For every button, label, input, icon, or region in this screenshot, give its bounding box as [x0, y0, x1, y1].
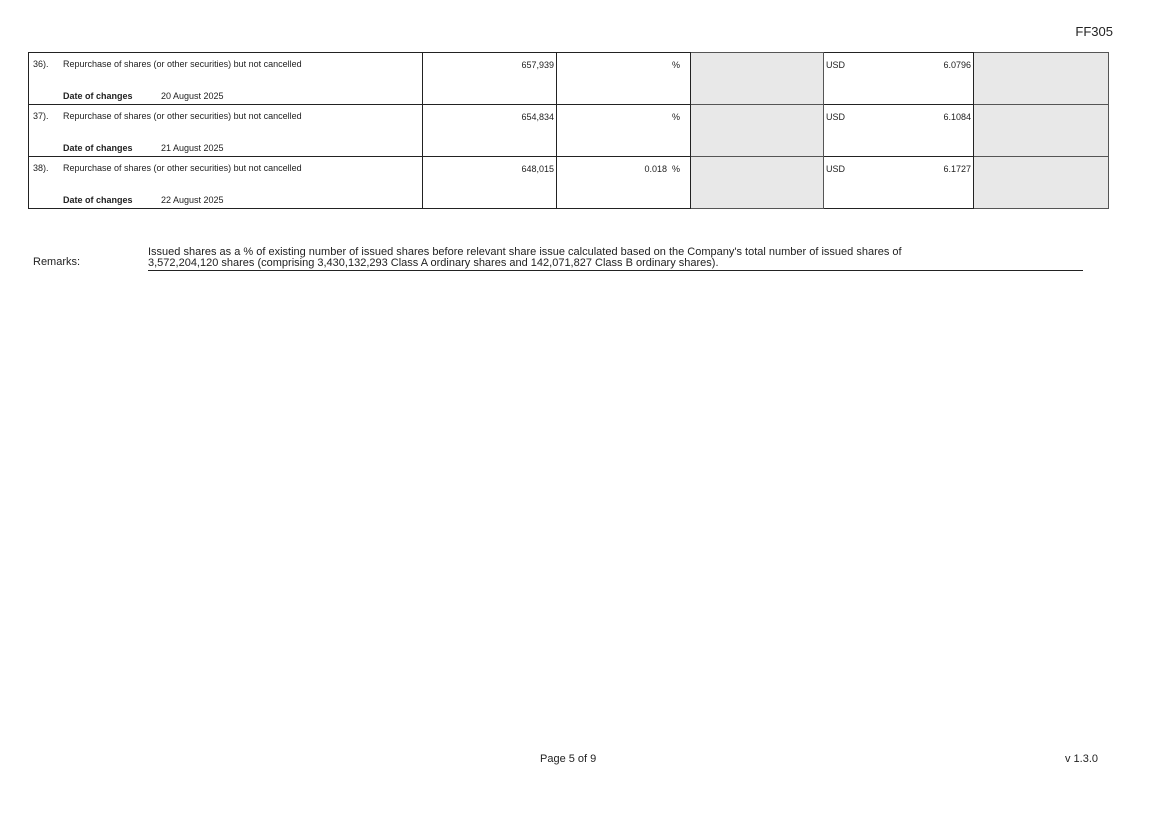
share-changes-table: 36). Repurchase of shares (or other secur…	[28, 52, 1109, 209]
price-cell: USD 6.1084	[823, 104, 974, 157]
shares-cell: 657,939	[422, 52, 557, 105]
price-value: 6.0796	[943, 60, 971, 70]
currency: USD	[826, 112, 846, 122]
row-description: Repurchase of shares (or other securitie…	[63, 111, 302, 121]
price-value: 6.1727	[943, 164, 971, 174]
row-number: 37).	[33, 111, 49, 121]
shares-value: 654,834	[521, 112, 554, 122]
percent-sign: %	[671, 164, 680, 174]
description-cell: 36). Repurchase of shares (or other secur…	[28, 52, 423, 105]
percent-cell: %	[556, 52, 691, 105]
remarks-text: Issued shares as a % of existing number …	[148, 247, 1083, 271]
remarks-line-1: Issued shares as a % of existing number …	[148, 246, 902, 258]
blank-cell	[690, 104, 824, 157]
date-label: Date of changes	[63, 195, 133, 205]
percent-sign: %	[671, 60, 680, 70]
description-cell: 37). Repurchase of shares (or other secur…	[28, 104, 423, 157]
description-cell: 38). Repurchase of shares (or other secur…	[28, 156, 423, 209]
row-description: Repurchase of shares (or other securitie…	[63, 59, 302, 69]
price-cell: USD 6.0796	[823, 52, 974, 105]
date-value: 21 August 2025	[161, 143, 224, 153]
currency: USD	[826, 164, 846, 174]
shares-cell: 654,834	[422, 104, 557, 157]
blank-cell	[973, 104, 1109, 157]
form-code: FF305	[1075, 24, 1113, 39]
table-row: 37). Repurchase of shares (or other secur…	[28, 104, 1109, 157]
price-value: 6.1084	[943, 112, 971, 122]
table-row: 36). Repurchase of shares (or other secur…	[28, 52, 1109, 105]
row-number: 36).	[33, 59, 49, 69]
currency: USD	[826, 60, 846, 70]
remarks-label: Remarks:	[33, 256, 81, 268]
price-cell: USD 6.1727	[823, 156, 974, 209]
date-label: Date of changes	[63, 91, 133, 101]
date-label: Date of changes	[63, 143, 133, 153]
percent-value: %	[667, 112, 680, 122]
table-row: 38). Repurchase of shares (or other secur…	[28, 156, 1109, 209]
date-value: 22 August 2025	[161, 195, 224, 205]
blank-cell	[690, 156, 824, 209]
shares-value: 657,939	[521, 60, 554, 70]
percent-value: %	[667, 60, 680, 70]
row-number: 38).	[33, 163, 49, 173]
blank-cell	[973, 52, 1109, 105]
blank-cell	[973, 156, 1109, 209]
percent-sign: %	[671, 112, 680, 122]
percent-number: 0.018	[644, 164, 667, 174]
page-number: Page 5 of 9	[540, 753, 597, 765]
percent-value: 0.018 %	[644, 164, 680, 174]
date-value: 20 August 2025	[161, 91, 224, 101]
row-description: Repurchase of shares (or other securitie…	[63, 163, 302, 173]
shares-cell: 648,015	[422, 156, 557, 209]
shares-value: 648,015	[521, 164, 554, 174]
remarks-line-2: 3,572,204,120 shares (comprising 3,430,1…	[148, 257, 719, 269]
percent-cell: %	[556, 104, 691, 157]
version: v 1.3.0	[1064, 753, 1098, 765]
blank-cell	[690, 52, 824, 105]
percent-cell: 0.018 %	[556, 156, 691, 209]
